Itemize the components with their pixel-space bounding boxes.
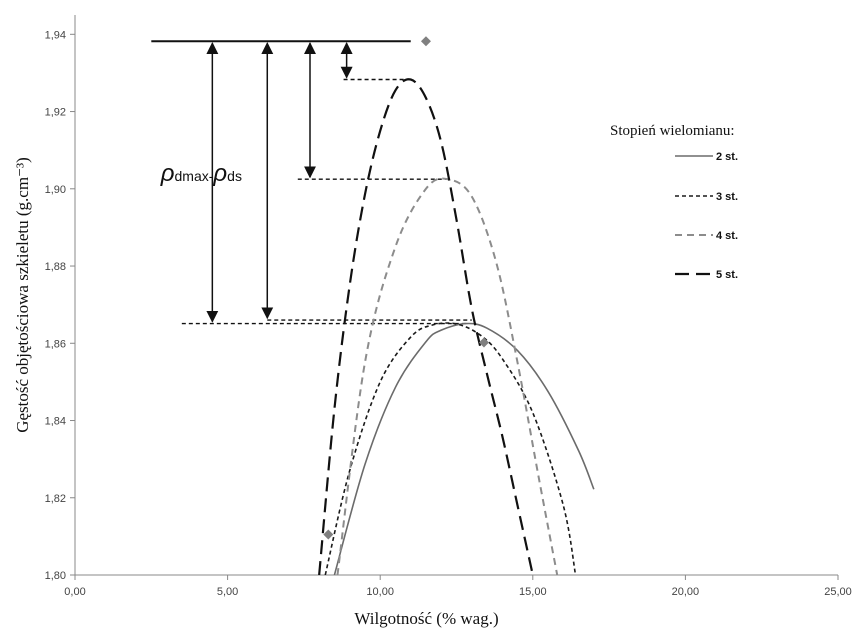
data-point-marker	[323, 529, 334, 540]
legend-label-4: 5 st.	[716, 269, 738, 281]
series-line-1	[333, 322, 595, 575]
legend-label-3: 4 st.	[716, 230, 738, 242]
y-tick-label: 1,88	[45, 261, 66, 273]
legend-label-2: 3 st.	[716, 191, 738, 203]
annotation-symbol: ρ	[160, 160, 175, 187]
x-tick-label: 5,00	[217, 586, 238, 598]
y-tick-label: 1,92	[45, 107, 66, 119]
annotation-sub1: dmax	[175, 168, 209, 184]
annotation-label: ρdmax-ρds	[160, 160, 242, 187]
y-tick-label: 1,84	[45, 416, 66, 428]
data-point-marker	[420, 36, 431, 47]
legend-label-1: 2 st.	[716, 151, 738, 163]
x-tick-label: 20,00	[672, 586, 700, 598]
series-line-2	[324, 322, 577, 575]
x-tick-label: 15,00	[519, 586, 547, 598]
y-tick-label: 1,94	[45, 29, 66, 41]
annotation-sep: -	[209, 168, 214, 184]
annotation-sub2: ds	[227, 168, 242, 184]
y-tick-label: 1,86	[45, 338, 66, 350]
series-line-3	[336, 177, 559, 575]
series-line-4	[318, 78, 534, 575]
y-tick-label: 1,80	[45, 570, 66, 582]
y-tick-label: 1,90	[45, 184, 66, 196]
data-point-marker	[478, 337, 489, 348]
legend-title: Stopień wielomianu:	[610, 123, 735, 139]
y-tick-label: 1,82	[45, 493, 66, 505]
x-tick-label: 0,00	[64, 586, 85, 598]
annotation-symbol: ρ	[212, 160, 227, 187]
y-axis-title: Gęstość objętościowa szkieletu (g.cm⁻³)	[13, 157, 32, 433]
x-tick-label: 25,00	[824, 586, 852, 598]
x-axis-title: Wilgotność (% wag.)	[354, 609, 498, 628]
x-tick-label: 10,00	[366, 586, 394, 598]
